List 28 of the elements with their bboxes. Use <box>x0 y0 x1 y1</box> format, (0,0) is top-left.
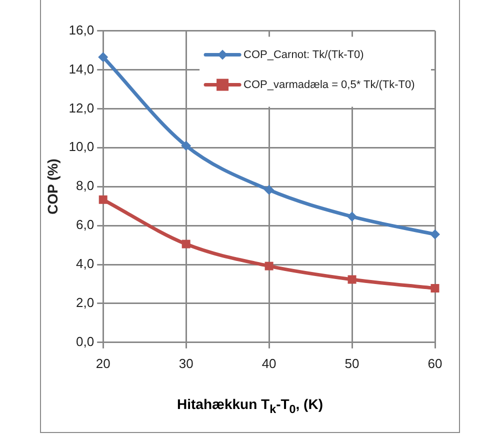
point <box>430 229 440 240</box>
x-tick-label: 50 <box>344 356 360 371</box>
point <box>182 240 190 248</box>
point <box>347 212 358 222</box>
y-tick-label: 0,0 <box>76 334 94 349</box>
point <box>98 52 108 62</box>
point <box>264 184 274 195</box>
y-tick-label: 10,0 <box>68 139 94 154</box>
y-tick-label: 4,0 <box>76 256 94 272</box>
x-tick-label: 30 <box>178 356 194 371</box>
legend-label: COP_varmadæla = 0,5* Tk/(Tk-T0) <box>244 78 415 91</box>
x-tick-label: 20 <box>96 356 110 371</box>
y-tick-label: 16,0 <box>68 22 94 38</box>
legend-label: COP_Carnot: Tk/(Tk-T0) <box>244 48 364 61</box>
point <box>98 195 108 204</box>
x-tick-label: 60 <box>428 356 442 371</box>
point <box>348 275 356 284</box>
y-tick-label: 2,0 <box>76 295 94 310</box>
x-tick-label: 40 <box>262 356 276 371</box>
y-tick-label: 8,0 <box>76 178 94 194</box>
point <box>264 262 274 270</box>
y-tick-label: 12,0 <box>68 100 94 116</box>
y-tick-label: 14,0 <box>68 61 94 76</box>
point <box>430 284 440 292</box>
point <box>181 140 192 151</box>
y-axis-title: COP (%) <box>44 158 60 214</box>
y-tick-label: 6,0 <box>76 217 94 232</box>
x-axis-title: Hitahækkun T$_{k}$-T$_{0}$, (K) <box>176 396 324 416</box>
